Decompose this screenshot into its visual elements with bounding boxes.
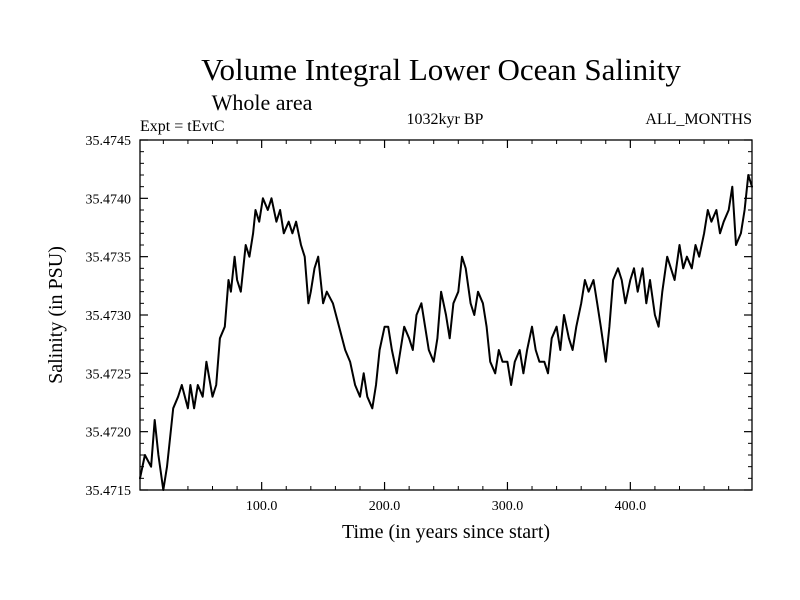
x-axis-label: Time (in years since start) bbox=[342, 521, 550, 543]
y-tick-label: 35.4725 bbox=[86, 367, 132, 382]
experiment-label: Expt = tEvtC bbox=[140, 118, 225, 135]
period-label: 1032kyr BP bbox=[407, 111, 484, 128]
y-tick-label: 35.4715 bbox=[86, 484, 132, 499]
y-axis-label: Salinity (in PSU) bbox=[45, 246, 67, 384]
salinity-series-line bbox=[139, 174, 753, 491]
x-tick-label: 400.0 bbox=[615, 499, 647, 514]
months-label: ALL_MONTHS bbox=[645, 111, 752, 128]
tick-labels: 100.0 200.0 300.0 400.0 35.4715 35.4720 35.472… bbox=[86, 134, 647, 514]
y-tick-label: 35.4740 bbox=[86, 192, 132, 207]
chart-subtitle: Whole area bbox=[212, 90, 313, 115]
y-tick-label: 35.4745 bbox=[86, 134, 132, 149]
y-tick-label: 35.4720 bbox=[86, 426, 132, 441]
chart-title: Volume Integral Lower Ocean Salinity bbox=[201, 52, 681, 87]
ticks bbox=[140, 139, 752, 491]
x-tick-label: 100.0 bbox=[246, 499, 278, 514]
y-tick-label: 35.4735 bbox=[86, 251, 132, 266]
y-tick-label: 35.4730 bbox=[86, 309, 132, 324]
x-tick-label: 300.0 bbox=[492, 499, 524, 514]
x-tick-label: 200.0 bbox=[369, 499, 401, 514]
